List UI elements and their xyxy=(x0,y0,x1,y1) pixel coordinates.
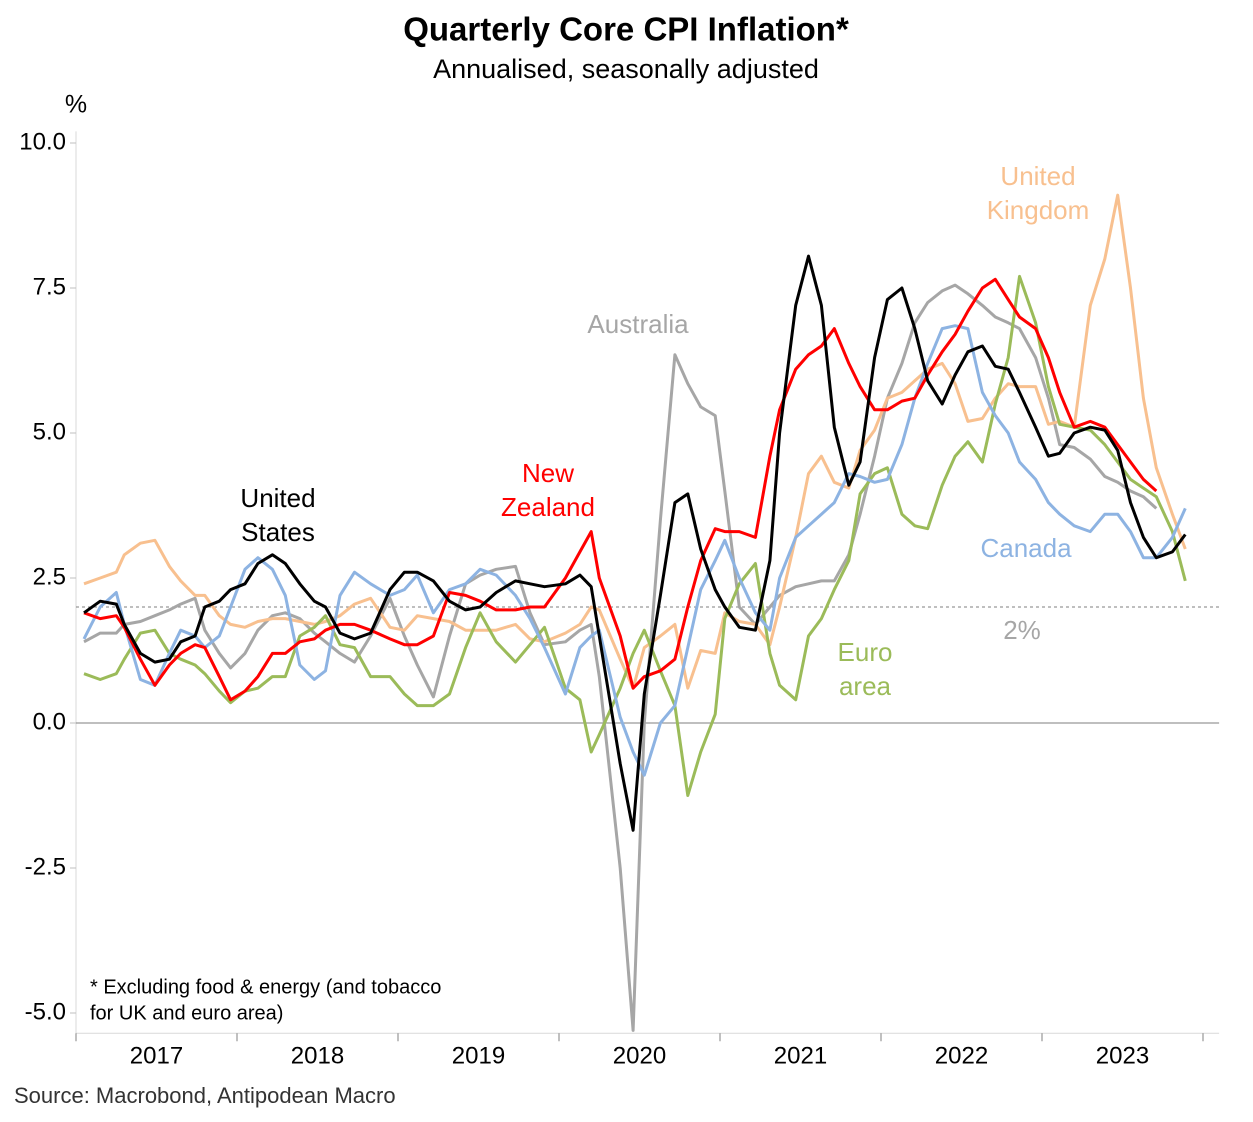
y-unit: % xyxy=(65,91,87,119)
y-tick-label: 2.5 xyxy=(33,563,66,590)
series-label: United Kingdom xyxy=(987,161,1090,225)
y-tick-label: -2.5 xyxy=(25,853,66,880)
source: Source: Macrobond, Antipodean Macro xyxy=(14,1083,396,1108)
chart-title: Quarterly Core CPI Inflation* xyxy=(403,11,849,48)
footnote: * Excluding food & energy (and tobacco xyxy=(90,976,441,998)
y-tick-label: 7.5 xyxy=(33,273,66,300)
series-line xyxy=(82,324,1187,777)
series-label: Canada xyxy=(980,533,1072,563)
y-tick-label: 5.0 xyxy=(33,418,66,445)
y-tick-label: 10.0 xyxy=(19,128,66,155)
x-tick-label: 2017 xyxy=(130,1043,183,1070)
y-tick-label: 0.0 xyxy=(33,708,66,735)
series-label: New Zealand xyxy=(501,458,595,522)
x-tick-label: 2021 xyxy=(774,1043,827,1070)
series-label: United States xyxy=(240,483,315,547)
x-tick-label: 2018 xyxy=(291,1043,344,1070)
reference-label: 2% xyxy=(1003,615,1041,645)
series-label: Euro area xyxy=(838,637,893,701)
x-tick-label: 2020 xyxy=(613,1043,666,1070)
x-tick-label: 2022 xyxy=(935,1043,988,1070)
x-tick-label: 2019 xyxy=(452,1043,505,1070)
chart-subtitle: Annualised, seasonally adjusted xyxy=(433,54,819,84)
series-line xyxy=(83,277,1158,702)
x-tick-label: 2023 xyxy=(1096,1043,1149,1070)
series-line xyxy=(83,283,1158,1032)
footnote: for UK and euro area) xyxy=(90,1002,283,1024)
y-tick-label: -5.0 xyxy=(25,998,66,1025)
series-line xyxy=(83,254,1187,832)
series-label: Australia xyxy=(587,309,689,339)
